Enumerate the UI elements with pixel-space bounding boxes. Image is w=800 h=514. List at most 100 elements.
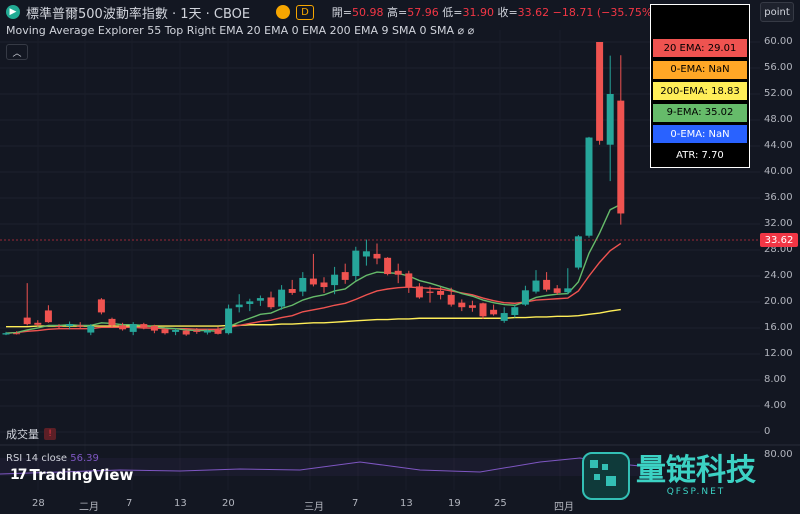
candle [373,243,381,265]
symbol-title[interactable]: 標準普爾500波動率指數 · 1天 · CBOE [26,6,251,22]
candle [235,294,243,313]
candle [309,253,317,287]
candle-body [97,299,105,313]
time-axis-label: 25 [494,498,507,509]
ema200-line [6,308,621,328]
candle [34,320,42,327]
price-axis-label: 48.00 [764,114,793,125]
price-axis-label: 56.00 [764,62,793,73]
volume-pane-label[interactable]: 成交量 ! [6,426,56,442]
candle [97,298,105,315]
candle [119,322,127,331]
candle-body [140,324,148,328]
candle [288,279,296,295]
candle [246,298,254,312]
legend-row: 200-EMA: 18.83 [653,82,747,100]
interval-badge[interactable]: D [296,4,314,20]
candle-body [87,326,95,333]
ohlc-values: 開=50.98 高=57.96 低=31.90 收=33.62 −18.71 (… [331,6,657,19]
candle [140,322,148,330]
candle [267,291,275,310]
candle [108,317,116,327]
candle-body [585,137,593,236]
price-axis-label: 36.00 [764,192,793,203]
price-axis-label: 8.00 [764,374,787,385]
candle-body [267,297,275,308]
time-axis-label: 13 [174,498,187,509]
candle [511,304,519,318]
legend-row: 0-EMA: NaN [653,60,747,79]
price-axis-label: 52.00 [764,88,793,99]
warning-icon[interactable]: ! [44,428,56,440]
candle [214,326,222,335]
candle-body [108,318,116,326]
price-axis-label: 16.00 [764,322,793,333]
collapse-indicators-button[interactable]: ︿ [6,44,28,60]
candle-body [564,288,572,293]
candle [532,270,540,294]
candle-body [309,278,317,285]
candle-body [161,329,169,334]
candle [574,235,582,270]
candle-body [574,236,582,268]
indicator-title[interactable]: Moving Average Explorer 55 Top Right EMA… [6,24,475,37]
candle [479,302,487,319]
candle-body [13,333,21,335]
candle [341,263,349,284]
candle-body [394,270,402,275]
candle-body [511,307,519,315]
last-price-tag: 33.62 [760,233,798,247]
candle [23,283,31,326]
candle-body [426,291,434,293]
candle [521,285,529,306]
candle-body [384,257,392,275]
price-axis-label: 28.00 [764,244,793,255]
candle [458,299,466,312]
market-status-icon[interactable] [276,5,291,19]
candle-body [320,282,328,288]
candle-body [341,272,349,280]
candle [415,283,423,299]
rsi-pane-label[interactable]: RSI 14 close 56.39 [6,453,99,464]
point-button[interactable]: point [760,2,794,22]
candle-body [500,313,508,321]
candle [394,263,402,284]
candle [182,328,190,336]
candle-body [437,290,445,295]
candle-body [415,286,423,298]
legend-row: 20 EMA: 29.01 [653,39,747,57]
candle-body [362,251,370,257]
candle [278,285,286,310]
candle [543,272,551,292]
candle-body [246,301,254,304]
candle-body [214,329,222,334]
candle-body [468,305,476,308]
candle-body [203,330,211,333]
price-axis-label: 0 [764,426,771,437]
time-axis-label: 二月 [79,502,99,513]
rsi-axis-label: 80.00 [764,449,793,460]
rsi-value: 56.39 [70,453,99,464]
candle-body [119,325,127,330]
time-axis-label: 7 [126,498,133,509]
price-axis-label: 60.00 [764,36,793,47]
price-axis-label: 44.00 [764,140,793,151]
candle [172,328,180,336]
candle [225,304,233,335]
symbol-logo-icon[interactable]: ▶ [6,5,20,19]
candle-body [44,310,52,323]
candle [447,287,455,307]
candle [256,295,264,306]
candle-body [373,253,381,259]
candle-body [521,290,529,305]
price-axis-label: 40.00 [764,166,793,177]
candle-body [331,274,339,286]
candle [331,266,339,295]
candle [44,305,52,323]
candle [150,324,158,334]
candle [193,328,201,334]
time-axis-label: 三月 [304,502,324,513]
candle-body [129,324,137,332]
tradingview-icon: 17 [10,467,28,483]
